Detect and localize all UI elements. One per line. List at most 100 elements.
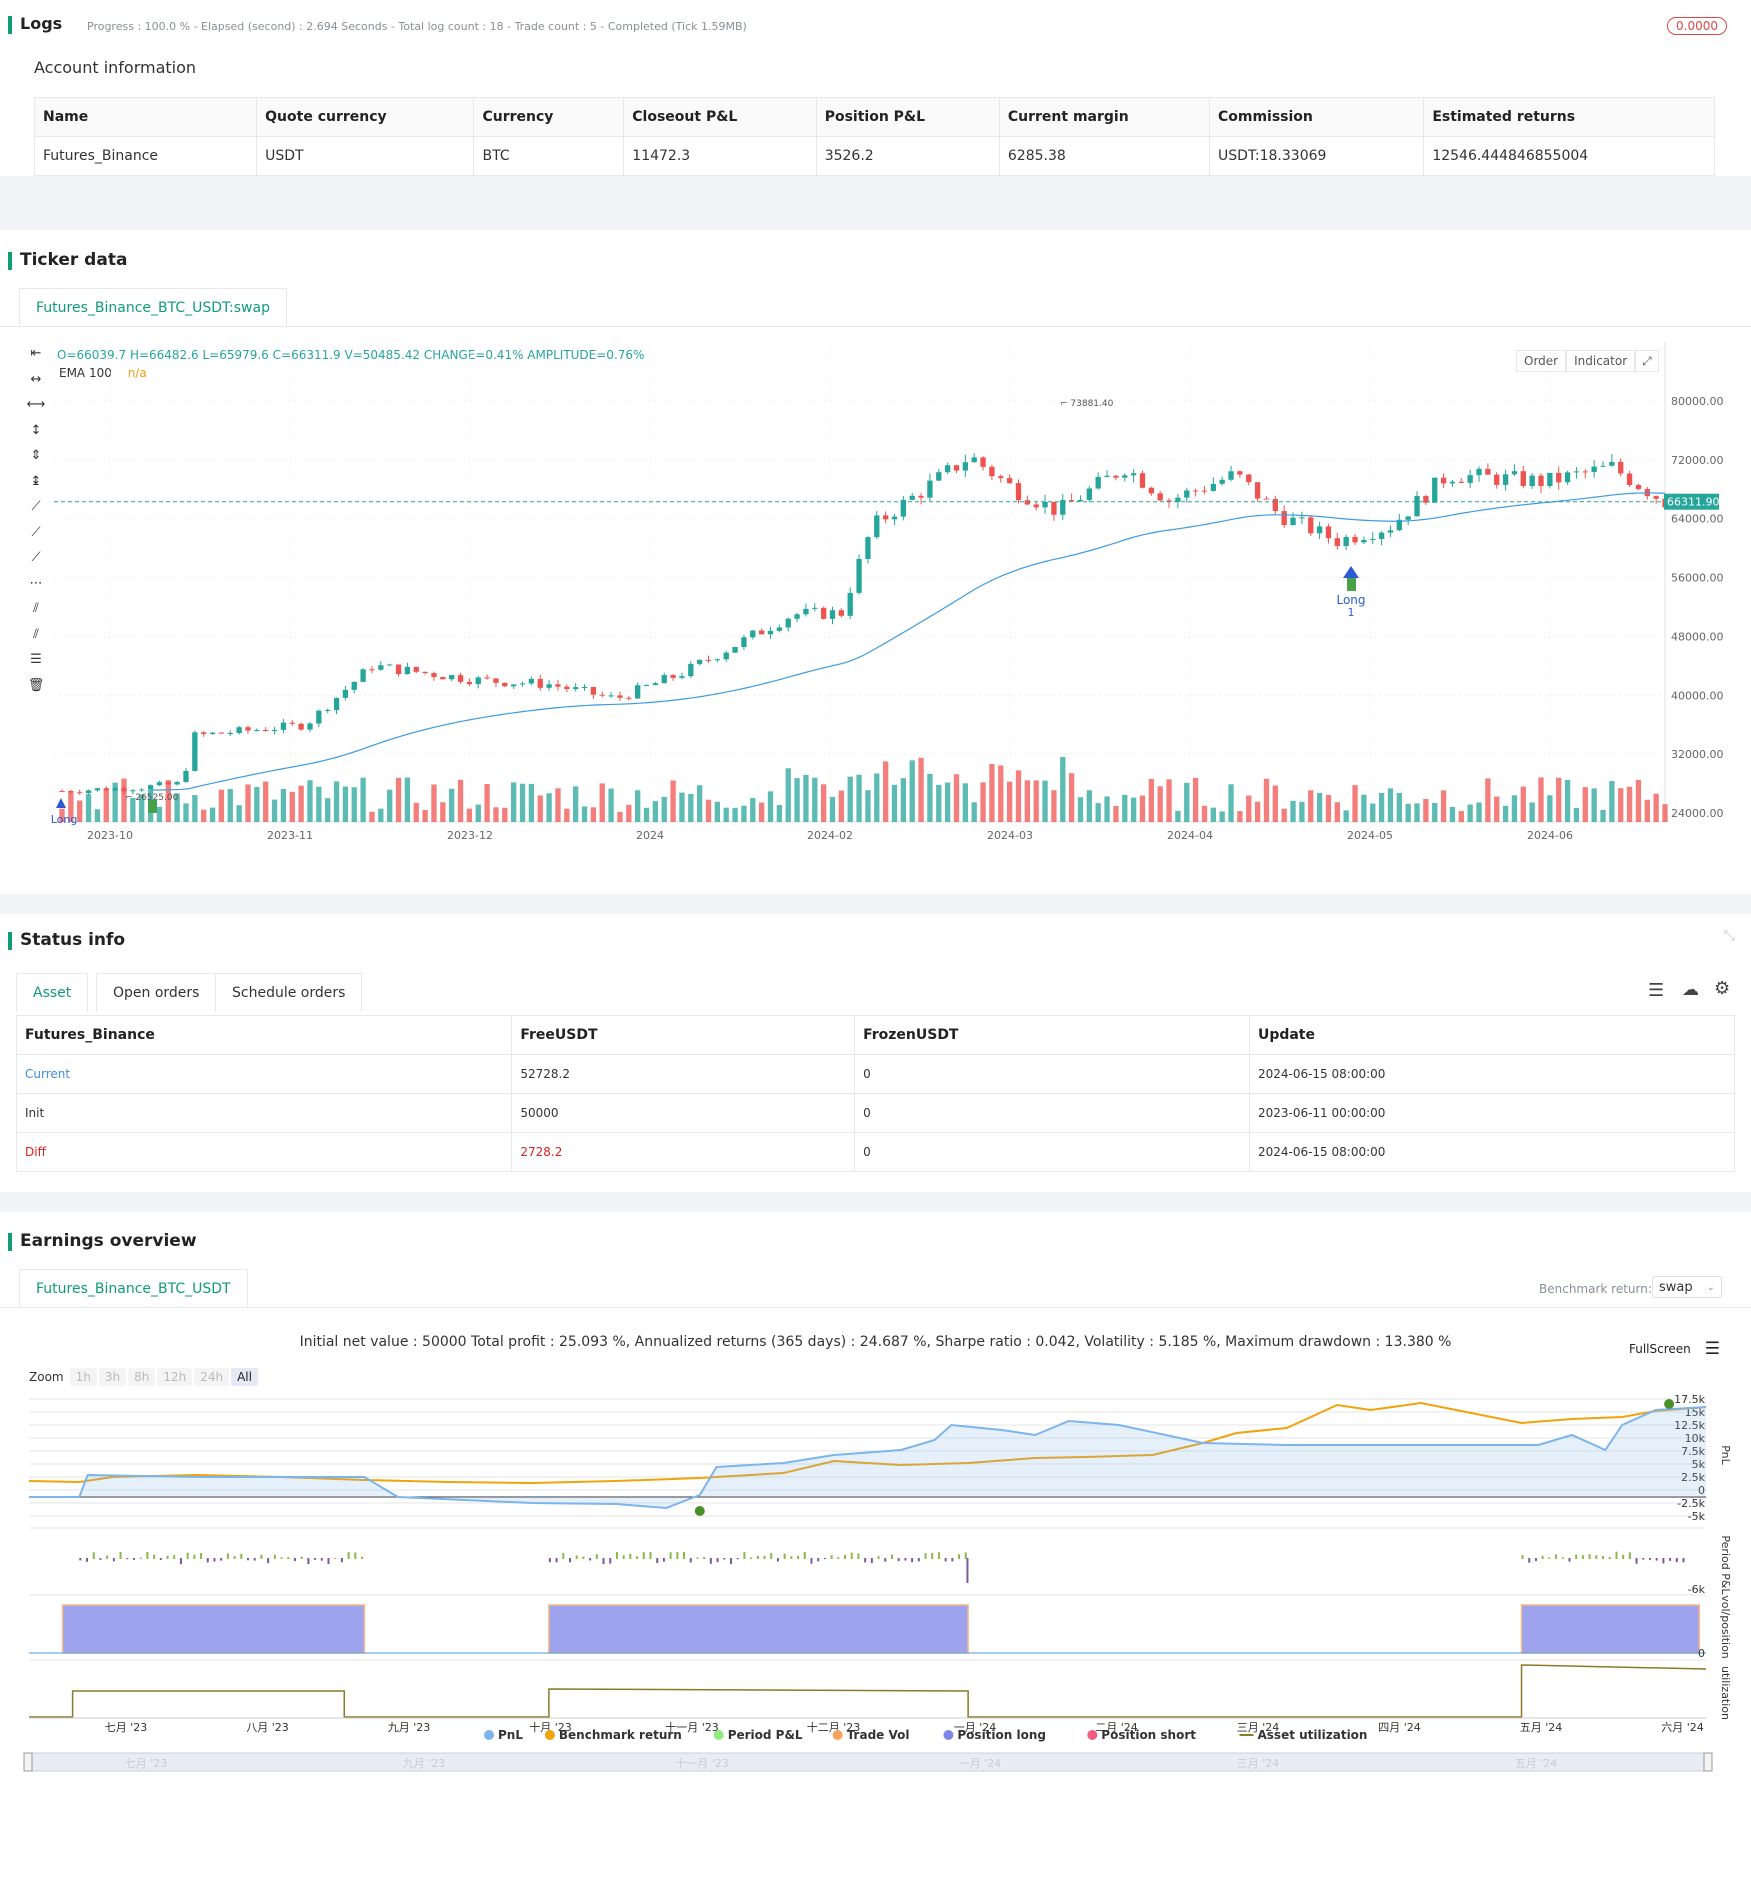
tab-ticker-symbol[interactable]: Futures_Binance_BTC_USDT:swap — [19, 288, 287, 327]
period-pnl-bar — [823, 1558, 826, 1560]
candle-body — [502, 682, 508, 687]
legend-swatch — [484, 1730, 494, 1740]
period-pnl-bar — [1669, 1558, 1672, 1561]
cloud-icon[interactable]: ☁ — [1682, 980, 1699, 1000]
candle-body — [785, 618, 791, 628]
candle-body — [413, 666, 419, 672]
tab-asset[interactable]: Asset — [16, 973, 89, 1012]
tab-schedule-orders[interactable]: Schedule orders — [215, 973, 363, 1012]
volume-bar — [1042, 780, 1048, 822]
candle-body — [1104, 475, 1110, 477]
account-col-header: Position P&L — [815, 97, 1000, 137]
vertical-line-icon[interactable]: ↕ — [30, 422, 42, 438]
horizontal-line-icon[interactable]: ↔ — [30, 371, 42, 387]
volume-bar — [953, 774, 960, 822]
period-pnl-bar — [830, 1555, 833, 1559]
candle-body — [1494, 474, 1500, 485]
close-icon[interactable]: ⤡ — [1723, 928, 1735, 944]
period-pnl-bar — [1635, 1558, 1638, 1564]
navigator-tick-label: 一月 '24 — [959, 1757, 1002, 1770]
candle-body — [1051, 501, 1057, 515]
expand-icon[interactable]: ⤢ — [1635, 350, 1659, 372]
legend-item[interactable]: PnL — [498, 1728, 523, 1742]
legend-item[interactable]: Period P&L — [728, 1728, 803, 1742]
candle-body — [298, 723, 304, 730]
indicator-button[interactable]: Indicator — [1566, 350, 1636, 372]
fib-levels-icon[interactable]: ☰ — [30, 652, 42, 667]
volume-bar — [236, 805, 242, 822]
x-tick-label: 七月 '23 — [105, 1721, 148, 1734]
zoom-button[interactable]: 3h — [98, 1368, 127, 1386]
account-cell: Futures_Binance — [33, 136, 258, 176]
period-pnl-bar — [233, 1555, 236, 1559]
list-icon[interactable]: ☰ — [1648, 980, 1665, 1001]
menu-icon[interactable]: ☰ — [1704, 1339, 1721, 1359]
candle-body — [422, 671, 428, 674]
pitchfork-icon[interactable]: ⫽ — [33, 626, 39, 642]
volume-bar — [1272, 785, 1278, 822]
zoom-button[interactable]: 8h — [128, 1368, 156, 1386]
asset-cell: 2728.2 — [511, 1132, 856, 1172]
volume-bar — [1130, 797, 1137, 822]
zoom-button[interactable]: 12h — [157, 1368, 193, 1386]
candle-body — [289, 722, 295, 724]
legend-item[interactable]: Asset utilization — [1258, 1728, 1368, 1742]
candle-body — [378, 665, 384, 670]
navigator-handle-right[interactable] — [1703, 1752, 1713, 1772]
candle-body — [944, 465, 951, 473]
candle-body — [882, 515, 889, 520]
account-title: Account information — [34, 58, 197, 77]
candle-body — [661, 675, 667, 684]
benchmark-select[interactable]: swap ⌄ — [1652, 1276, 1722, 1298]
volume-bar — [298, 785, 304, 822]
earnings-chart[interactable]: 17.5k15k12.5k10k7.5k5k2.5k0-2.5k-5k-6k0P… — [0, 1395, 1751, 1890]
legend-item[interactable]: Position long — [957, 1728, 1046, 1742]
candle-body — [1476, 468, 1482, 476]
period-pnl-bar — [1608, 1557, 1611, 1559]
vertical-ray-icon[interactable]: ⇕ — [30, 448, 42, 463]
candle-body — [449, 675, 455, 680]
zoom-button[interactable]: 1h — [69, 1368, 97, 1386]
legend-item[interactable]: Benchmark return — [559, 1728, 682, 1742]
period-pnl-bar — [776, 1558, 779, 1562]
trend-line-icon[interactable]: ⟋ — [31, 499, 41, 514]
fullscreen-button[interactable]: FullScreen ☰ — [1629, 1339, 1721, 1359]
volume-bar — [351, 787, 357, 822]
gear-icon[interactable]: ⚙ — [1714, 978, 1731, 999]
pnl-tick-label: 12.5k — [1674, 1419, 1705, 1432]
candle-body — [1201, 490, 1208, 492]
volume-bar — [502, 807, 508, 822]
volume-bar — [360, 777, 366, 822]
candle-body — [874, 515, 880, 538]
candle-body — [1192, 490, 1199, 492]
horizontal-ray-icon[interactable]: ⇤ — [30, 346, 42, 361]
period-pnl-bar — [146, 1551, 149, 1559]
period-pnl-bar — [132, 1558, 135, 1560]
segment-line-icon[interactable]: ⟋ — [31, 550, 41, 565]
zoom-button[interactable]: 24h — [194, 1368, 230, 1386]
navigator-bar[interactable] — [23, 1752, 1713, 1772]
candlestick-chart[interactable]: 80000.00 72000.00 64000.00 56000.00 48000.00… — [0, 342, 1751, 862]
candle-body — [1139, 473, 1146, 488]
candle-body — [236, 727, 242, 734]
navigator-handle-left[interactable] — [23, 1752, 33, 1772]
period-pnl-bar — [334, 1557, 337, 1559]
volume-bar — [1626, 786, 1633, 822]
extended-line-icon[interactable]: ⟷ — [26, 397, 46, 412]
vertical-segment-icon[interactable]: ↨ — [30, 473, 42, 489]
tab-open-orders[interactable]: Open orders — [96, 973, 217, 1012]
ray-line-icon[interactable]: ⟋ — [31, 524, 41, 540]
legend-item[interactable]: Position short — [1101, 1728, 1196, 1742]
volume-bar — [1538, 777, 1544, 822]
long-marker — [148, 800, 157, 813]
candle-body — [103, 788, 109, 791]
tab-earnings-symbol[interactable]: Futures_Binance_BTC_USDT — [19, 1269, 248, 1308]
volume-bar — [537, 795, 543, 822]
legend-item[interactable]: Trade Vol — [847, 1728, 910, 1742]
period-pnl-bar — [273, 1554, 276, 1559]
trash-icon[interactable]: 🗑 — [27, 677, 45, 693]
price-label-icon[interactable]: ⋯ — [29, 575, 43, 591]
zoom-button[interactable]: All — [231, 1368, 258, 1386]
parallel-channel-icon[interactable]: ⫽ — [33, 601, 39, 616]
candle-body — [688, 663, 694, 677]
